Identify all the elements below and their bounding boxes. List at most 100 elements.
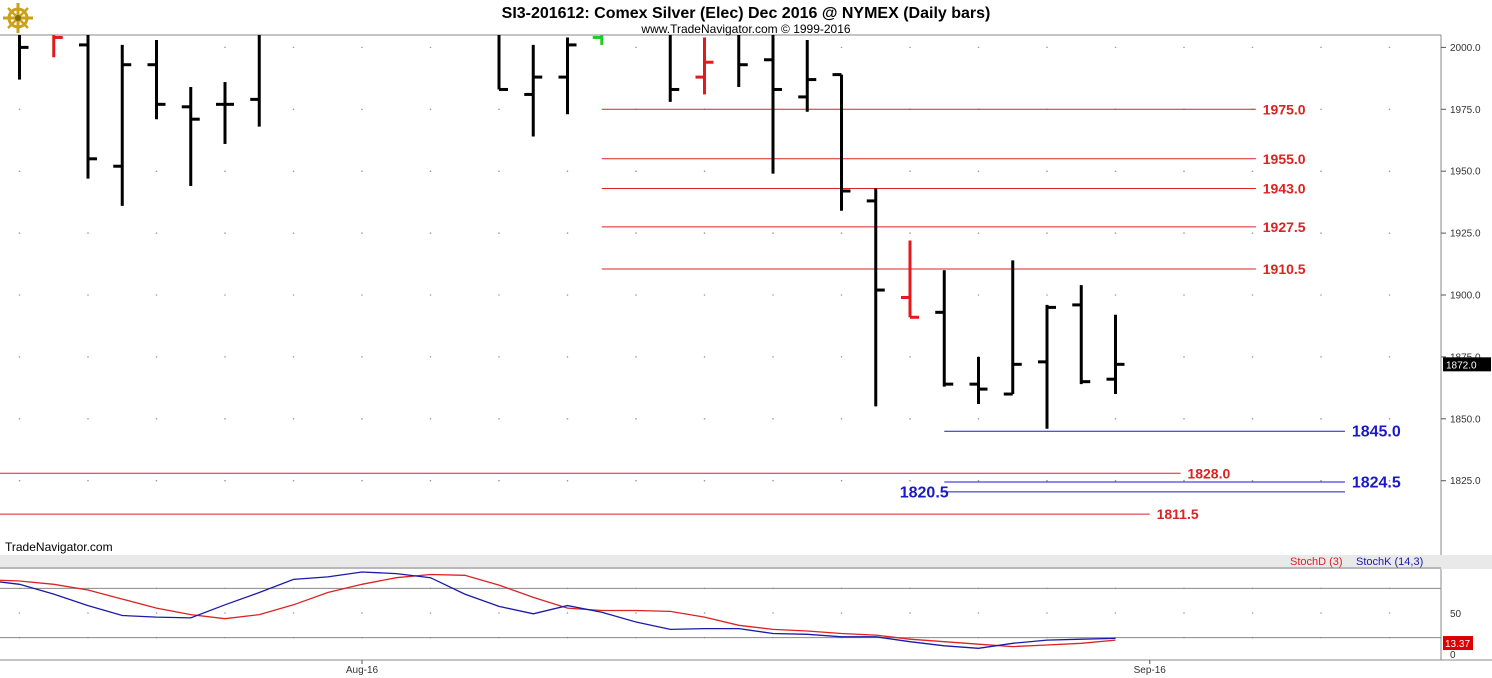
grid-dot	[292, 612, 295, 614]
grid-dot	[635, 232, 637, 234]
grid-dot	[703, 612, 706, 614]
grid-dot	[224, 46, 226, 49]
grid-dot	[429, 232, 432, 234]
price-axis: 2000.01975.01950.01925.01900.01875.01850…	[1441, 43, 1491, 487]
grid-dot	[361, 479, 363, 482]
grid-dot	[1114, 232, 1117, 234]
grid-dot	[1251, 612, 1254, 614]
level-label: 1811.5	[1157, 506, 1199, 522]
ohlc-bar	[1038, 304, 1056, 429]
grid-dot	[18, 612, 21, 614]
grid-dot	[1114, 612, 1117, 614]
grid-dot	[703, 418, 706, 420]
grid-dot	[429, 356, 432, 358]
grid-dot	[429, 170, 432, 172]
grid-dot	[18, 356, 21, 358]
grid-dot	[840, 418, 843, 420]
grid-dot	[840, 294, 843, 296]
grid-dot	[1183, 418, 1185, 420]
grid-dot	[909, 612, 911, 614]
grid-dot	[498, 418, 500, 420]
grid-dot	[1251, 294, 1254, 296]
y-tick-label: 1950.0	[1450, 167, 1481, 178]
grid-dot	[361, 418, 363, 420]
grid-dot	[840, 356, 843, 358]
grid-dot	[292, 108, 295, 111]
grid-dot	[1183, 479, 1185, 482]
grid-dot	[429, 108, 432, 111]
ohlc-bar	[52, 35, 63, 58]
grid-dot	[635, 170, 637, 172]
level-label: 1955.0	[1263, 151, 1306, 167]
grid-dot	[18, 170, 21, 172]
stoch-line	[0, 573, 1116, 648]
ohlc-bar	[147, 39, 166, 120]
grid-dot	[1320, 170, 1322, 172]
grid-dot	[1320, 418, 1322, 420]
grid-dot	[292, 356, 295, 358]
grid-dot	[840, 612, 843, 614]
level-label: 1943.0	[1263, 181, 1306, 197]
ohlc-bar	[935, 270, 954, 387]
ohlc-bar	[866, 188, 885, 407]
grid-dot	[1251, 170, 1254, 172]
grid-dot	[1320, 612, 1322, 614]
grid-dot	[292, 170, 295, 172]
grid-dot	[292, 46, 295, 49]
y-tick-label: 1850.0	[1450, 414, 1481, 425]
grid-dot	[977, 612, 980, 614]
stoch-last-label: 13.37	[1445, 639, 1470, 650]
grid-dot	[224, 479, 226, 482]
grid-dot	[224, 232, 226, 234]
grid-dot	[429, 612, 432, 614]
grid-dot	[292, 232, 295, 234]
grid-dot	[18, 479, 21, 482]
grid-dot	[18, 232, 21, 234]
grid-dot	[1320, 294, 1322, 296]
grid-dot	[1114, 479, 1117, 482]
grid-dot	[1388, 418, 1391, 420]
ohlc-bar	[695, 37, 714, 95]
ohlc-bar	[216, 82, 234, 144]
grid-dot	[1114, 418, 1117, 420]
level-label: 1845.0	[1352, 424, 1401, 441]
ohlc-bar	[668, 35, 680, 102]
grid-dot	[155, 232, 158, 234]
grid-dot	[429, 418, 432, 420]
grid-dot	[635, 612, 637, 614]
grid-dot	[1388, 294, 1391, 296]
grid-dot	[87, 612, 89, 614]
ohlc-bar	[969, 356, 988, 404]
x-tick-label: Sep-16	[1134, 665, 1167, 676]
grid-dot	[635, 294, 637, 296]
grid-dot	[1388, 170, 1391, 172]
grid-dot	[1251, 46, 1254, 49]
grid-dot	[87, 356, 89, 358]
chart-title: SI3-201612: Comex Silver (Elec) Dec 2016…	[502, 5, 991, 22]
ohlc-bar	[1106, 314, 1125, 395]
grid-dot	[498, 108, 500, 111]
grid-dot	[1046, 612, 1048, 614]
grid-dot	[498, 294, 500, 296]
ohlc-bar	[524, 44, 543, 137]
grid-dot	[772, 479, 774, 482]
grid-dot	[361, 108, 363, 111]
grid-dot	[1251, 232, 1254, 234]
grid-dot	[566, 356, 569, 358]
grid-dot	[498, 356, 500, 358]
grid-dot	[703, 356, 706, 358]
grid-dot	[224, 356, 226, 358]
ohlc-bar	[1003, 260, 1022, 396]
grid-dot	[772, 294, 774, 296]
grid-dot	[224, 612, 226, 614]
grid-dot	[703, 479, 706, 482]
ohlc-bar	[901, 240, 919, 319]
grid-dot	[1114, 46, 1117, 49]
grid-dot	[155, 479, 158, 482]
grid-dot	[566, 479, 569, 482]
grid-dot	[1251, 479, 1254, 482]
separator-bar[interactable]	[0, 555, 1492, 569]
logo-icon	[3, 3, 33, 33]
level-label: 1975.0	[1263, 101, 1306, 117]
